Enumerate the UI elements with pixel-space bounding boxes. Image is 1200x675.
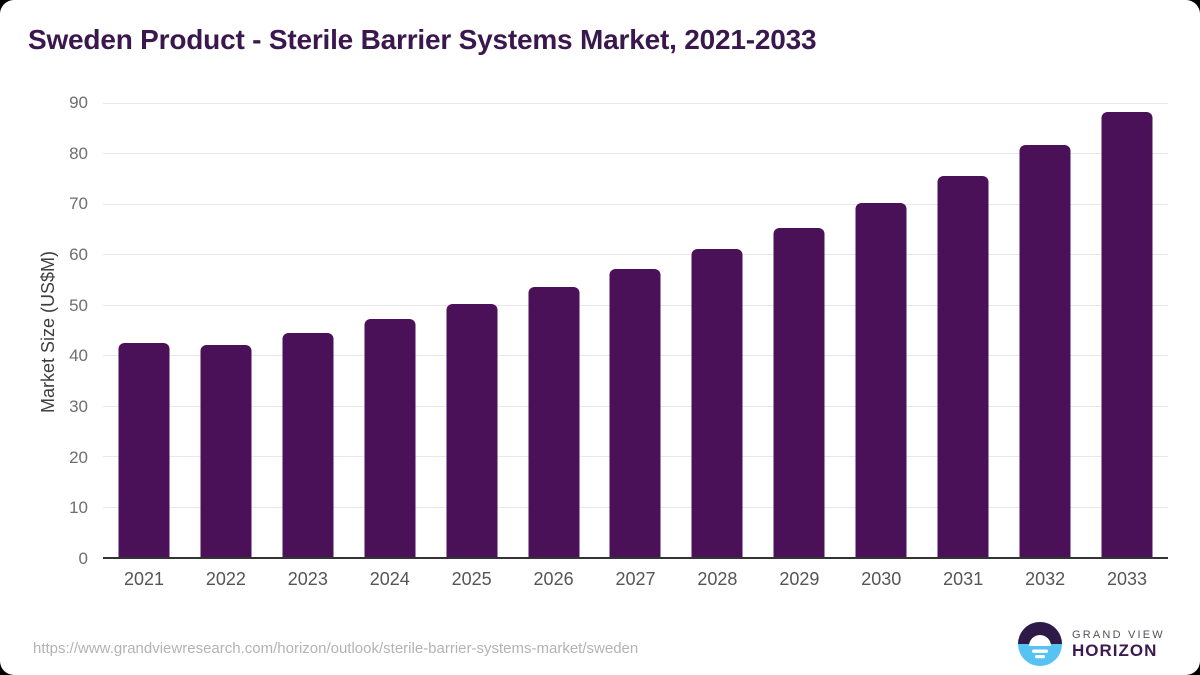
bar-2031 [937, 176, 989, 557]
logo-horizon: HORIZON [1072, 640, 1158, 660]
bar-series [103, 103, 1168, 557]
x-axis: 2021 2022 2023 2024 2025 2026 2027 2028 2029 2030… [103, 569, 1168, 590]
y-axis-label-30: 30 [69, 396, 88, 416]
plot-area [103, 103, 1168, 559]
y-axis-label-20: 20 [69, 447, 88, 467]
x-axis-label-2022: 2022 [205, 569, 246, 589]
bar-2028 [691, 249, 743, 557]
y-axis-label-0: 0 [78, 549, 88, 568]
x-axis-label-2026: 2026 [533, 569, 574, 589]
bar-band-2027 [595, 103, 677, 557]
gridline-70 [103, 203, 1168, 205]
x-axis-label-2024: 2024 [369, 569, 410, 589]
bar-2021 [118, 343, 170, 557]
bar-band-2032 [1004, 103, 1086, 557]
x-axis-label-2032: 2032 [1025, 569, 1066, 589]
chart [103, 103, 1168, 559]
bar-2024 [364, 318, 416, 557]
bar-band-2031 [922, 103, 1004, 557]
bar-2025 [446, 303, 498, 557]
bar-band-2028 [676, 103, 758, 557]
y-axis-label-40: 40 [69, 346, 88, 366]
bar-band-2026 [513, 103, 595, 557]
bar-band-2029 [758, 103, 840, 557]
bar-band-2025 [431, 103, 513, 557]
y-axis-label-50: 50 [69, 295, 88, 315]
y-axis-label-10: 10 [69, 498, 88, 518]
bar-band-2023 [267, 103, 349, 557]
bar-2027 [609, 269, 661, 557]
y-axis-label-90: 90 [69, 93, 88, 112]
horizon-sunrise-icon [1018, 622, 1062, 666]
y-axis-label-80: 80 [69, 143, 88, 163]
bar-band-2030 [840, 103, 922, 557]
gridline-80 [103, 153, 1168, 155]
x-axis-label-2030: 2030 [861, 569, 902, 589]
bar-2032 [1019, 145, 1071, 557]
x-axis-label-2033: 2033 [1107, 569, 1148, 589]
y-axis-label-70: 70 [69, 194, 88, 214]
bar-2029 [773, 227, 825, 557]
x-axis-label-2023: 2023 [287, 569, 328, 589]
x-axis-label-2028: 2028 [697, 569, 738, 589]
page-title: Sweden Product - Sterile Barrier Systems… [28, 24, 817, 55]
x-axis-label-2029: 2029 [779, 569, 820, 589]
logo-grand-view: GRAND VIEW [1072, 628, 1165, 641]
logo-text: GRAND VIEW HORIZON [1072, 629, 1165, 660]
x-axis-label-2027: 2027 [615, 569, 656, 589]
bar-2026 [528, 287, 580, 557]
bar-2030 [855, 202, 907, 557]
bar-2033 [1101, 111, 1153, 557]
x-axis-label-2025: 2025 [451, 569, 492, 589]
y-axis-title: Market Size (US$M) [38, 250, 58, 414]
bar-band-2021 [103, 103, 185, 557]
bar-2023 [282, 333, 334, 557]
gridline-60 [103, 254, 1168, 256]
gridline-90 [103, 103, 1168, 104]
y-axis: 0 10 20 30 40 50 60 70 80 90 [50, 93, 96, 568]
x-axis-label-2031: 2031 [943, 569, 984, 589]
bar-2022 [200, 345, 252, 557]
bar-band-2022 [185, 103, 267, 557]
grand-view-horizon-logo: GRAND VIEW HORIZON [1018, 622, 1165, 666]
bar-band-2024 [349, 103, 431, 557]
source-url: https://www.grandviewresearch.com/horizo… [33, 640, 639, 657]
y-axis-label-60: 60 [69, 244, 88, 264]
x-axis-label-2021: 2021 [123, 569, 164, 589]
bar-band-2033 [1086, 103, 1168, 557]
